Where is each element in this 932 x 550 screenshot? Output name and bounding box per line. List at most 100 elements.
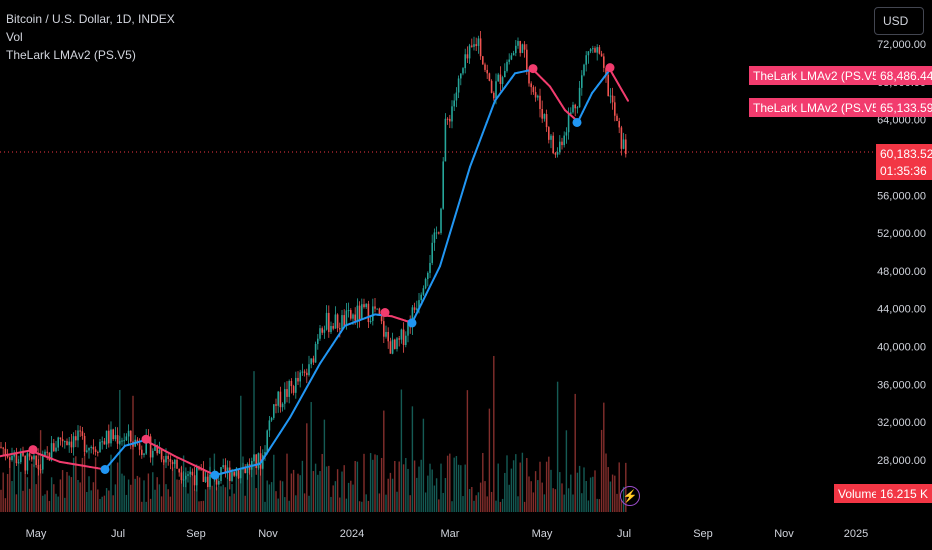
volume-bar xyxy=(2,472,4,512)
volume-bar xyxy=(273,454,275,512)
candle-body xyxy=(438,232,440,234)
candle-body xyxy=(154,445,156,451)
volume-bar xyxy=(396,491,398,512)
candle-body xyxy=(215,474,218,485)
candle-body xyxy=(110,429,112,444)
volume-bar xyxy=(22,490,24,512)
candle-body xyxy=(299,372,301,382)
candle-body xyxy=(537,95,539,98)
currency-button[interactable]: USD xyxy=(874,7,924,35)
volume-bar xyxy=(545,461,548,512)
volume-bar xyxy=(473,500,475,512)
volume-bar xyxy=(468,489,471,512)
lma-segment xyxy=(314,362,321,374)
candle-body xyxy=(517,41,519,46)
candle-body xyxy=(473,44,475,47)
volume-bar xyxy=(413,460,416,512)
lma-segment xyxy=(449,215,456,235)
candle-body xyxy=(178,468,180,473)
candle-body xyxy=(526,49,528,71)
lma-segment xyxy=(327,343,334,352)
volume-bar xyxy=(220,486,222,512)
candle-body xyxy=(171,461,174,465)
candle-body xyxy=(420,294,422,301)
candle-body xyxy=(0,446,2,448)
volume-bar xyxy=(457,464,460,512)
lma-segment xyxy=(294,398,301,410)
time-tick-label: Nov xyxy=(258,528,278,540)
vol-indicator-label[interactable]: Vol xyxy=(6,30,23,44)
candle-body xyxy=(570,112,572,115)
volume-bar xyxy=(28,488,31,512)
time-tick-label: 2024 xyxy=(340,528,364,540)
lightning-bolt-icon[interactable]: ⚡ xyxy=(620,486,640,506)
candle-body xyxy=(515,45,517,54)
candle-body xyxy=(253,454,255,462)
symbol-title[interactable]: Bitcoin / U.S. Dollar, 1D, INDEX xyxy=(6,12,175,26)
candle-body xyxy=(26,453,29,471)
candle-body xyxy=(281,403,284,408)
candle-body xyxy=(453,100,455,107)
volume-bar xyxy=(376,455,378,512)
volume-bar xyxy=(61,470,64,512)
candle-body xyxy=(70,441,73,448)
volume-bar xyxy=(321,453,323,512)
candle-body xyxy=(345,310,348,326)
lma-segment xyxy=(434,265,441,277)
volume-bar xyxy=(64,497,66,512)
candle-body xyxy=(625,139,627,155)
candle-body xyxy=(361,304,363,320)
time-tick-label: May xyxy=(532,528,553,540)
volume-bar xyxy=(141,501,143,512)
candle-body xyxy=(279,391,282,408)
volume-bar xyxy=(363,453,365,512)
candle-body xyxy=(37,464,40,470)
candle-body xyxy=(229,467,231,481)
candle-body xyxy=(499,74,502,84)
candle-body xyxy=(255,454,257,469)
volume-bar xyxy=(77,479,79,512)
candle-body xyxy=(341,315,343,330)
lma-segment xyxy=(615,78,620,87)
candle-body xyxy=(237,470,240,479)
lma-segment xyxy=(264,447,271,458)
bull-signal-dot xyxy=(100,464,110,474)
lma-indicator-label[interactable]: TheLark LMAv2 (PS.V5) xyxy=(6,48,136,62)
candle-body xyxy=(35,455,37,465)
candle-body xyxy=(356,305,359,321)
volume-bar xyxy=(123,475,125,512)
lma-segment xyxy=(180,458,190,464)
volume-bar xyxy=(532,492,535,512)
candle-body xyxy=(574,104,576,109)
time-tick-label: 2025 xyxy=(844,528,868,540)
volume-bar xyxy=(264,501,266,512)
candle-body xyxy=(422,288,425,295)
volume-bar xyxy=(297,473,299,512)
volume-bar xyxy=(308,495,310,512)
volume-bar xyxy=(486,496,488,512)
lma-segment xyxy=(477,132,484,146)
volume-value-tag: 16.215 K xyxy=(876,484,932,503)
candle-body xyxy=(15,452,18,464)
candle-body xyxy=(435,232,438,234)
volume-bar xyxy=(561,483,563,512)
volume-bar xyxy=(574,393,576,512)
volume-bar xyxy=(101,496,103,512)
volume-bar xyxy=(539,461,541,512)
candle-body xyxy=(598,47,601,54)
candle-body xyxy=(94,449,97,453)
candle-body xyxy=(556,152,559,155)
lma-segment xyxy=(259,455,266,465)
candle-body xyxy=(174,459,176,465)
candle-body xyxy=(297,377,299,382)
candle-body xyxy=(240,468,242,479)
candle-body xyxy=(334,314,337,329)
volume-bar xyxy=(411,406,414,512)
volume-bar xyxy=(299,475,301,512)
candle-body xyxy=(275,404,277,406)
volume-bar xyxy=(510,468,513,512)
volume-bar xyxy=(97,489,99,512)
volume-bar xyxy=(116,462,119,512)
price-tick-label: 36,000.00 xyxy=(877,379,926,391)
